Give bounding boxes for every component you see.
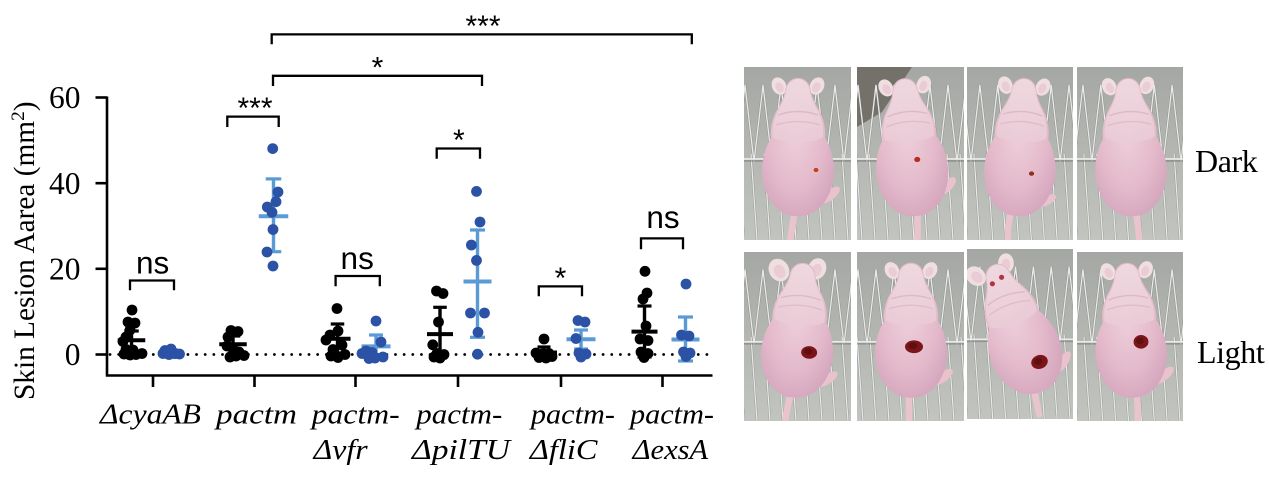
svg-text:60: 60 (49, 80, 81, 115)
svg-text:ΔexsA: ΔexsA (632, 435, 709, 466)
svg-text:pactm: pactm (214, 399, 297, 430)
svg-text:0: 0 (65, 337, 81, 372)
svg-text:40: 40 (49, 166, 81, 201)
svg-text:ΔcyaAB: ΔcyaAB (99, 399, 201, 430)
svg-text:***: *** (465, 10, 500, 43)
svg-text:*: * (555, 262, 567, 295)
svg-text:ns: ns (136, 244, 169, 280)
svg-text:pactm-: pactm- (309, 399, 399, 430)
svg-text:ns: ns (646, 199, 679, 235)
svg-text:***: *** (237, 92, 272, 125)
svg-text:pactm-: pactm- (529, 399, 615, 430)
svg-text:ΔfliC: ΔfliC (529, 435, 599, 466)
svg-text:*: * (453, 124, 465, 157)
svg-text:Δvfr: Δvfr (312, 435, 368, 466)
svg-text:ΔpilTU: ΔpilTU (411, 435, 513, 466)
svg-text:20: 20 (49, 251, 81, 286)
svg-text:pactm-: pactm- (628, 399, 714, 430)
svg-text:*: * (372, 51, 384, 84)
svg-text:pactm-: pactm- (414, 399, 502, 430)
svg-text:ns: ns (341, 240, 374, 276)
svg-text:Skin Lesion Aarea (mm2): Skin Lesion Aarea (mm2) (8, 102, 41, 401)
